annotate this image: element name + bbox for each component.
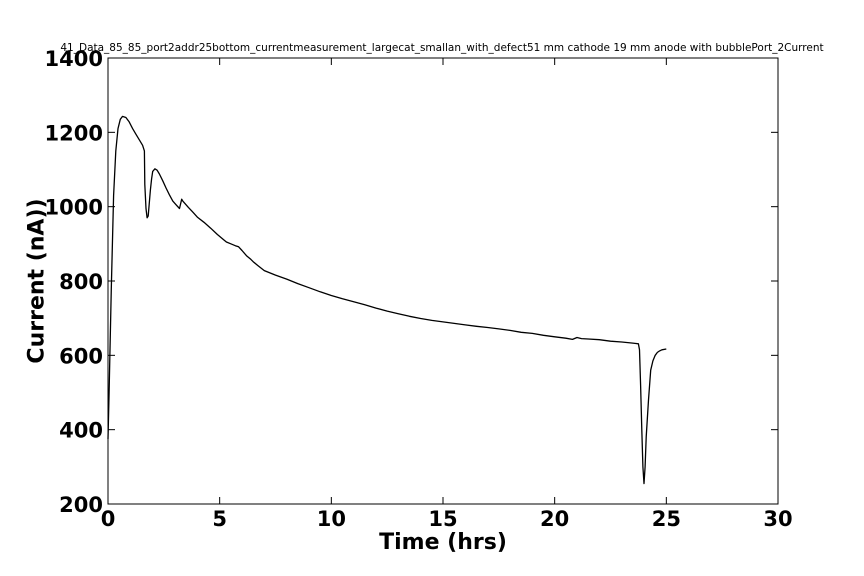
- x-tick-label: 5: [212, 507, 227, 531]
- x-axis-label: Time (hrs): [379, 530, 507, 555]
- y-tick-label: 800: [59, 270, 103, 294]
- chart-title: 41_Data_85_85_port2addr25bottom_currentm…: [60, 42, 823, 54]
- x-tick-label: 15: [428, 507, 457, 531]
- axis-ticks: 0 5 10 15 20 25 30 200 400 600 800 1000 1200 1400: [45, 47, 793, 531]
- y-tick-label: 200: [59, 493, 103, 517]
- y-tick-label: 1400: [45, 47, 103, 71]
- x-tick-label: 20: [540, 507, 569, 531]
- y-axis-label: Current (nA)): [25, 198, 50, 363]
- y-tick-label: 1000: [45, 196, 103, 220]
- y-tick-label: 400: [59, 419, 103, 443]
- series-line: [107, 115, 667, 485]
- plot-marks: [107, 115, 667, 485]
- x-tick-label: 25: [652, 507, 681, 531]
- x-tick-label: 10: [317, 507, 346, 531]
- y-tick-label: 1200: [45, 121, 103, 145]
- plot-frame: [107, 57, 779, 505]
- x-tick-label: 30: [763, 507, 792, 531]
- x-tick-label: 0: [101, 507, 116, 531]
- y-tick-label: 600: [59, 344, 103, 368]
